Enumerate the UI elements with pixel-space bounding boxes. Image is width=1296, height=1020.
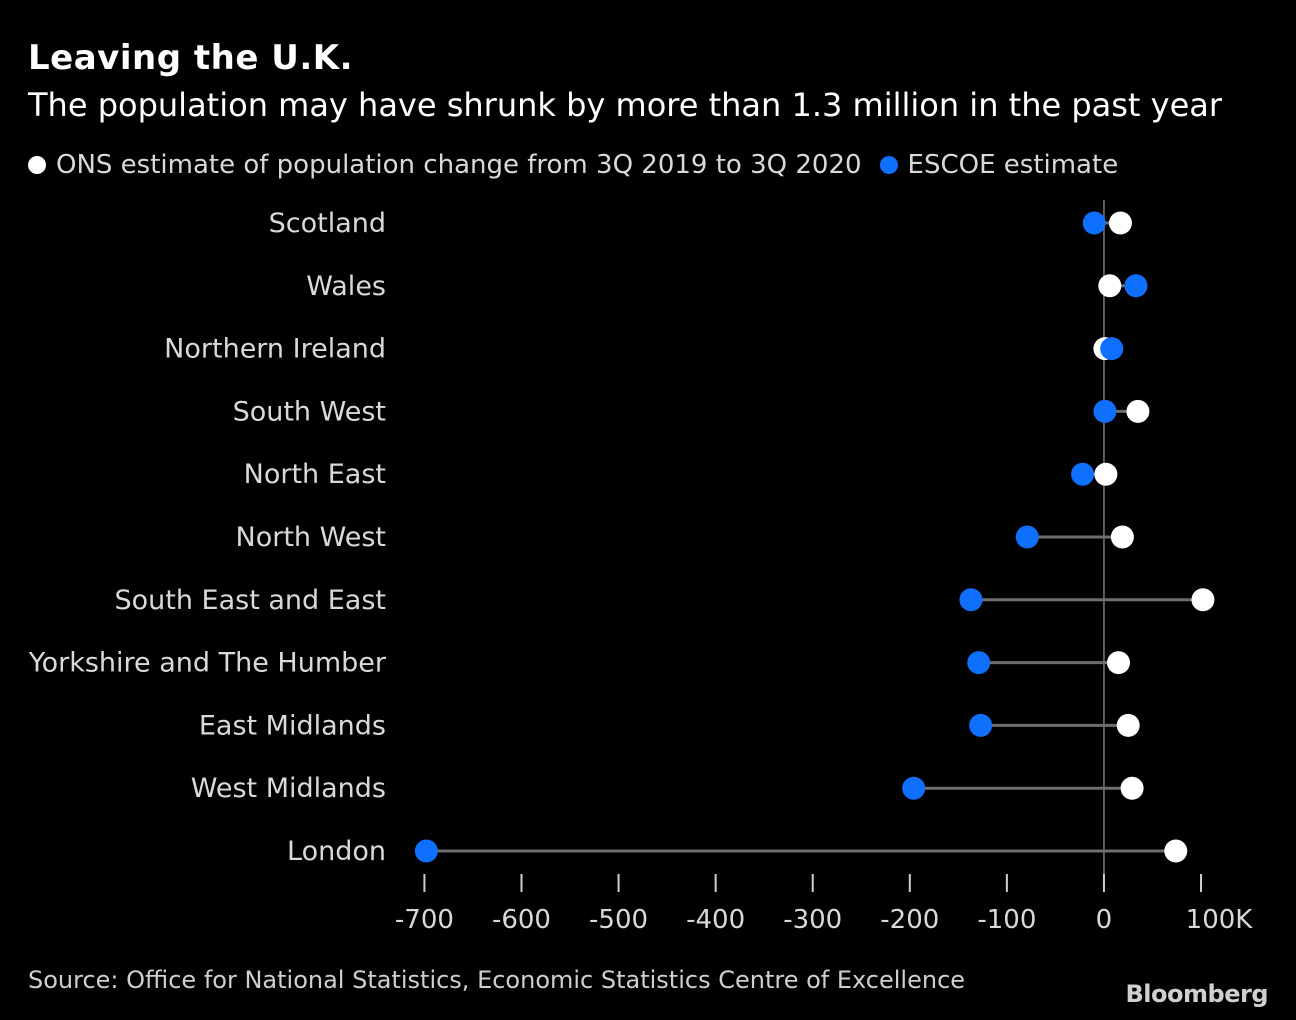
escoe-dot — [1015, 525, 1039, 549]
legend-ons-dot-icon — [28, 156, 46, 174]
ons-dot — [1108, 211, 1132, 235]
x-tick-label: -600 — [492, 905, 551, 935]
dot-range-chart: -700 -600 -500 -400 -300 -200 -100 0 100K Scotlan… — [28, 200, 1254, 935]
legend-item-ons: ONS estimate of population change from 3… — [28, 150, 862, 180]
category-label: Scotland — [269, 208, 386, 239]
escoe-dot — [959, 588, 983, 612]
category-label: North East — [244, 459, 386, 490]
category-label: East Midlands — [199, 710, 386, 741]
escoe-dot — [1082, 211, 1106, 235]
ons-dot — [1110, 525, 1134, 549]
category-label: South East and East — [114, 585, 386, 616]
x-tick-label: -500 — [589, 905, 648, 935]
x-tick-label: -300 — [783, 905, 842, 935]
category-label: West Midlands — [191, 773, 386, 804]
legend-escoe-dot-icon — [879, 156, 898, 174]
escoe-dot — [414, 839, 438, 863]
x-tick-label: -200 — [880, 905, 939, 935]
source-note: Source: Office for National Statistics, … — [28, 966, 966, 994]
legend-ons-label: ONS estimate of population change from 3… — [56, 150, 862, 180]
x-tick-label: -400 — [686, 905, 745, 935]
x-tick-label: 0 — [1096, 905, 1113, 935]
escoe-dot — [1093, 399, 1117, 423]
category-label: South West — [233, 396, 386, 427]
ons-dot — [1098, 274, 1122, 298]
chart-subtitle: The population may have shrunk by more t… — [28, 86, 1223, 124]
escoe-dot — [967, 651, 991, 675]
brand-logo: Bloomberg — [1125, 980, 1269, 1008]
category-label: Yorkshire and The Humber — [28, 648, 387, 679]
ons-dot — [1164, 839, 1188, 863]
escoe-dot — [1100, 337, 1124, 361]
ons-dot — [1094, 462, 1118, 486]
ons-dot — [1107, 651, 1131, 675]
x-tick-label: 100K — [1186, 905, 1254, 935]
ons-dot — [1116, 713, 1140, 737]
escoe-dot — [1124, 274, 1148, 298]
chart-title: Leaving the U.K. — [28, 38, 354, 78]
category-label: Wales — [306, 271, 386, 302]
ons-dot — [1120, 776, 1144, 800]
legend-escoe-label: ESCOE estimate — [907, 150, 1119, 180]
legend: ONS estimate of population change from 3… — [28, 150, 1136, 180]
category-label: North West — [236, 522, 386, 553]
legend-item-escoe: ESCOE estimate — [879, 150, 1119, 180]
ons-dot — [1126, 399, 1150, 423]
ons-dot — [1191, 588, 1215, 612]
x-tick-label: -700 — [395, 905, 454, 935]
category-label: London — [287, 836, 386, 867]
escoe-dot — [969, 713, 993, 737]
x-tick-label: -100 — [977, 905, 1036, 935]
category-label: Northern Ireland — [164, 334, 386, 365]
escoe-dot — [902, 776, 926, 800]
escoe-dot — [1071, 462, 1095, 486]
